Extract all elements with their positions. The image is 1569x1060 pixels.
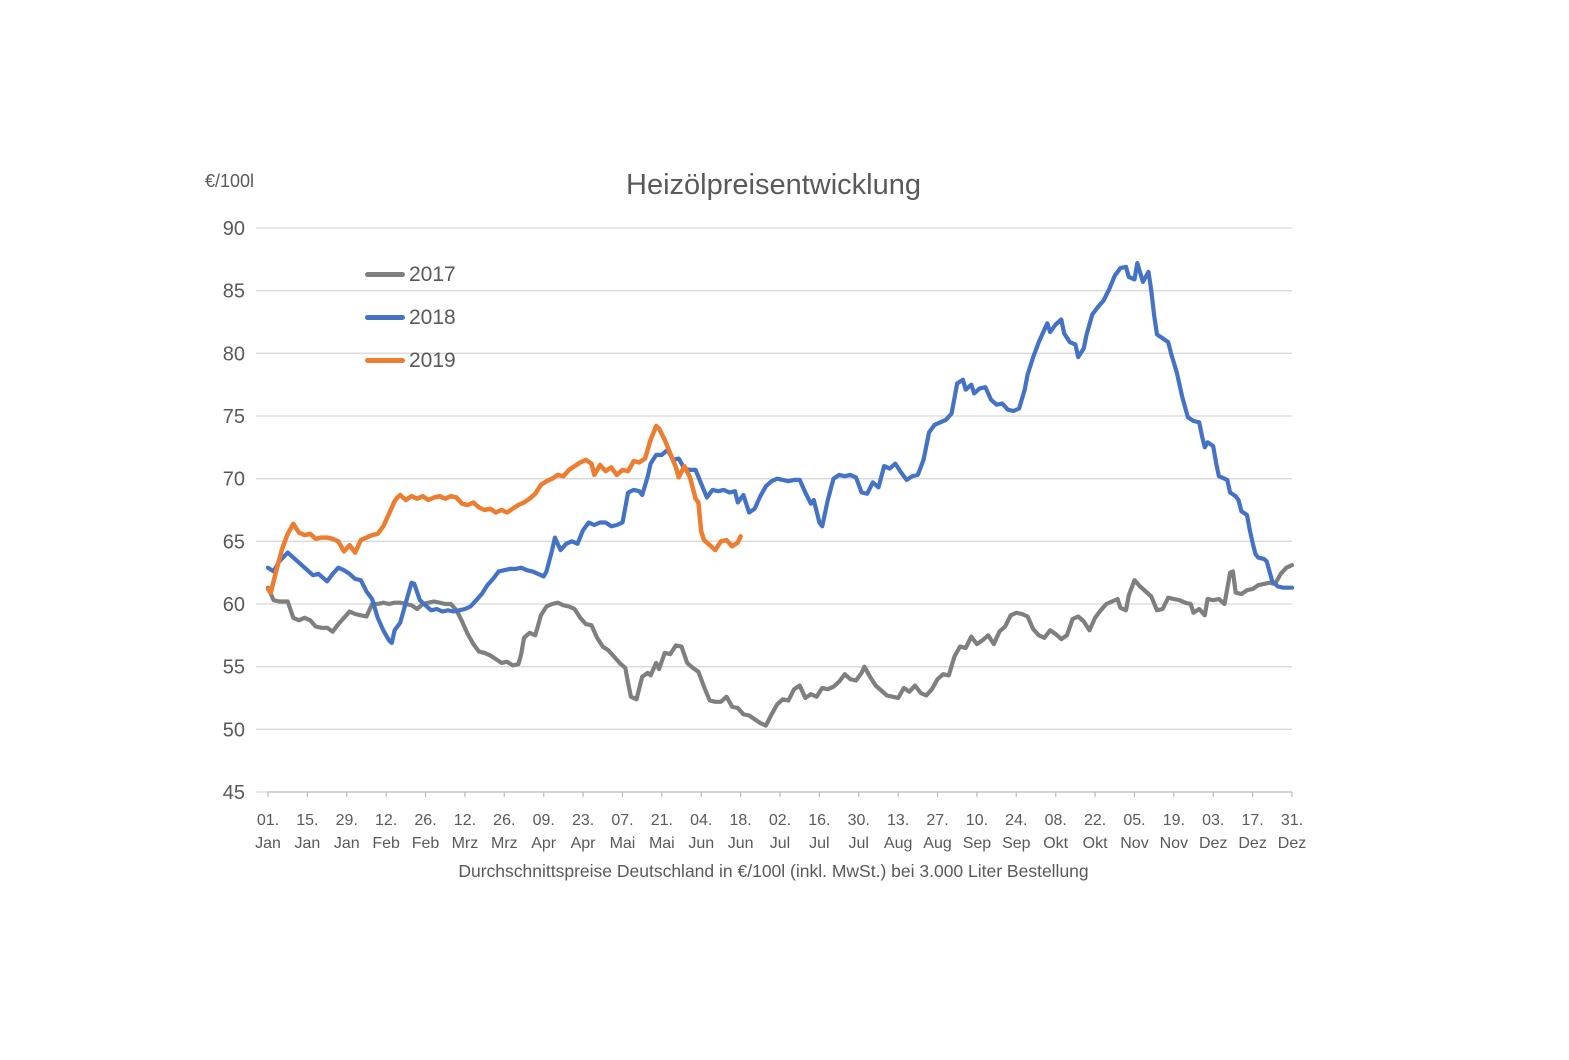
legend-item-2017: 2017 xyxy=(365,260,456,289)
x-axis-tick-label: Nov xyxy=(1160,835,1188,852)
x-axis-tick-label: Mai xyxy=(649,835,675,852)
x-axis-tick-label: Apr xyxy=(571,835,597,852)
y-axis-tick-label: 60 xyxy=(223,594,245,616)
x-axis-tick-label: 08. xyxy=(1045,812,1067,829)
legend-label-2017: 2017 xyxy=(409,262,456,286)
x-axis-tick-label: 12. xyxy=(454,812,476,829)
x-axis-tick-label: 23. xyxy=(572,812,594,829)
legend: 2017 2018 2019 xyxy=(365,260,456,389)
y-axis-tick-label: 65 xyxy=(223,531,245,553)
x-axis-tick-label: Aug xyxy=(923,835,951,852)
x-axis-tick-label: Apr xyxy=(531,835,557,852)
x-axis-tick-label: Jul xyxy=(809,835,829,852)
x-axis-tick-label: 22. xyxy=(1084,812,1106,829)
x-axis-tick-label: 10. xyxy=(966,812,988,829)
x-axis-tick-label: Mrz xyxy=(491,835,518,852)
y-axis-tick-label: 75 xyxy=(223,406,245,428)
x-axis-tick-label: Feb xyxy=(412,835,440,852)
x-axis-tick-label: Jul xyxy=(770,835,790,852)
legend-line-swatch-2018 xyxy=(365,315,405,320)
x-axis-tick-label: 03. xyxy=(1202,812,1224,829)
chart-title: Heizölpreisentwicklung xyxy=(626,169,921,201)
x-axis-tick-label: Okt xyxy=(1043,835,1068,852)
x-axis-tick-label: 29. xyxy=(336,812,358,829)
series-line-2017 xyxy=(265,563,1295,728)
y-axis-tick-label: 55 xyxy=(223,657,245,679)
x-axis-tick-label: Sep xyxy=(1002,835,1031,852)
x-axis-tick-label: 15. xyxy=(296,812,318,829)
x-axis-tick-label: 21. xyxy=(651,812,673,829)
x-axis-tick-label: 07. xyxy=(611,812,633,829)
x-axis-tick-label: Mrz xyxy=(452,835,479,852)
x-axis-tick-label: 17. xyxy=(1241,812,1263,829)
legend-line-swatch-2019 xyxy=(365,358,405,363)
x-axis-tick-label: Nov xyxy=(1120,835,1148,852)
series-line-2018 xyxy=(265,261,1295,645)
legend-label-2019: 2019 xyxy=(409,348,456,372)
x-axis-tick-label: Jan xyxy=(294,835,320,852)
legend-label-2018: 2018 xyxy=(409,305,456,329)
x-axis-tick-label: 02. xyxy=(769,812,791,829)
x-axis-tick-label: Jan xyxy=(255,835,281,852)
x-axis-tick-label: Dez xyxy=(1278,835,1306,852)
y-axis-tick-label: 70 xyxy=(223,469,245,491)
x-axis-tick-label: 05. xyxy=(1123,812,1145,829)
y-axis-tick-label: 45 xyxy=(223,782,245,804)
x-axis-tick-label: Jul xyxy=(849,835,869,852)
y-axis-unit-label: €/100l xyxy=(205,171,255,191)
x-axis-tick-label: 19. xyxy=(1163,812,1185,829)
series-line-2019 xyxy=(265,423,743,595)
legend-item-2019: 2019 xyxy=(365,346,456,375)
x-axis-tick-label: 18. xyxy=(729,812,751,829)
x-axis-tick-label: 26. xyxy=(493,812,515,829)
x-axis-tick-label: Sep xyxy=(963,835,992,852)
x-axis-tick-label: 30. xyxy=(848,812,870,829)
x-axis-tick-label: 24. xyxy=(1005,812,1027,829)
x-axis-tick-label: Feb xyxy=(372,835,400,852)
y-axis-tick-label: 50 xyxy=(223,719,245,741)
x-axis-tick-label: 09. xyxy=(533,812,555,829)
x-axis-tick-label: Dez xyxy=(1238,835,1266,852)
y-axis-tick-label: 80 xyxy=(223,343,245,365)
x-axis-tick-label: 12. xyxy=(375,812,397,829)
x-axis-tick-label: 27. xyxy=(926,812,948,829)
x-axis-tick-label: Okt xyxy=(1083,835,1108,852)
x-axis-tick-label: 04. xyxy=(690,812,712,829)
legend-line-swatch-2017 xyxy=(365,272,405,277)
x-axis-tick-label: Aug xyxy=(884,835,912,852)
x-axis-tick-label: 26. xyxy=(414,812,436,829)
x-axis-tick-label: Jun xyxy=(728,835,754,852)
x-axis-tick-label: 31. xyxy=(1281,812,1303,829)
x-axis-tick-label: 01. xyxy=(257,812,279,829)
x-axis-tick-label: 16. xyxy=(808,812,830,829)
y-axis-tick-label: 90 xyxy=(223,218,245,240)
y-axis-tick-label: 85 xyxy=(223,281,245,303)
x-axis-tick-label: Jun xyxy=(688,835,714,852)
x-axis-tick-label: Mai xyxy=(610,835,636,852)
x-axis-tick-label: 13. xyxy=(887,812,909,829)
x-axis-tick-label: Jan xyxy=(334,835,360,852)
legend-item-2018: 2018 xyxy=(365,303,456,332)
x-axis-tick-label: Dez xyxy=(1199,835,1227,852)
chart-caption: Durchschnittspreise Deutschland in €/100… xyxy=(458,861,1089,881)
